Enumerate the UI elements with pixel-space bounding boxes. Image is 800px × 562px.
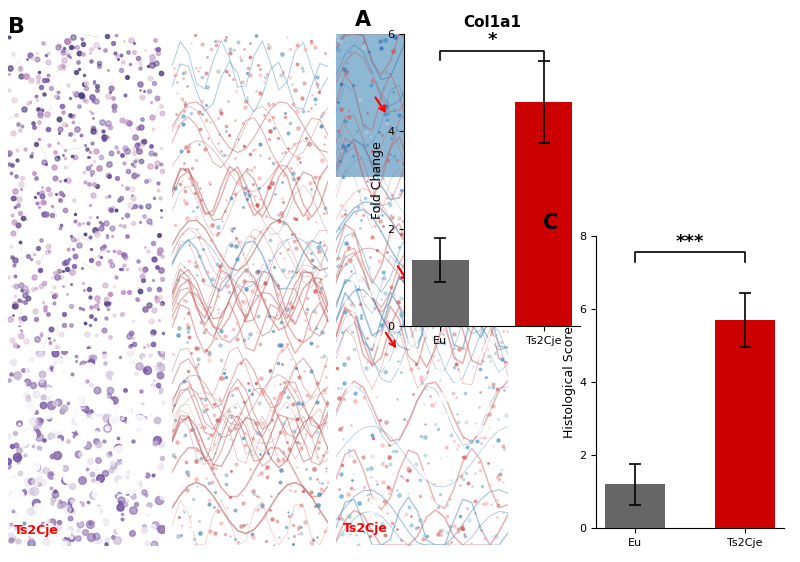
Text: A: A: [354, 10, 371, 30]
Text: Eu: Eu: [178, 522, 196, 535]
Text: Ts2Cje: Ts2Cje: [343, 522, 388, 535]
Text: C: C: [543, 212, 558, 233]
Y-axis label: Fold Change: Fold Change: [371, 141, 384, 219]
Text: Eu: Eu: [14, 323, 32, 336]
Bar: [412, 260, 469, 326]
Bar: [715, 320, 775, 528]
Text: ***: ***: [676, 233, 704, 251]
Bar: [336, 34, 508, 177]
Title: Col1a1: Col1a1: [463, 15, 521, 30]
Text: *: *: [487, 31, 497, 49]
Text: Ts2Cje: Ts2Cje: [14, 524, 59, 537]
Bar: [605, 484, 665, 528]
Text: B: B: [8, 17, 25, 37]
Y-axis label: Histological Score: Histological Score: [563, 326, 576, 438]
Bar: [515, 102, 572, 326]
